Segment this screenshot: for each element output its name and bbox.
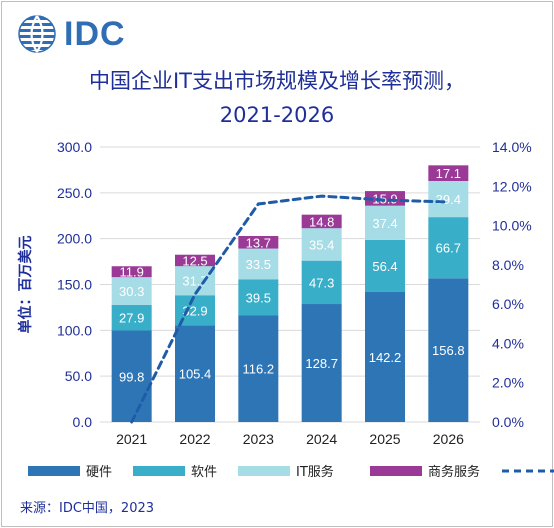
legend-swatch-it_services xyxy=(238,466,290,476)
bar-business_services xyxy=(111,266,152,278)
legend-swatch-business_services xyxy=(370,466,422,476)
y-tick-label: 0.0 xyxy=(73,414,93,430)
data-label-business_services: 12.5 xyxy=(182,253,207,268)
bar-business_services xyxy=(238,236,279,249)
bar-hardware xyxy=(175,325,215,422)
y2-tick-label: 0.0% xyxy=(492,414,524,430)
bar-software xyxy=(428,217,469,279)
data-label-it_services: 35.4 xyxy=(309,237,334,252)
data-label-it_services: 37.4 xyxy=(372,216,397,231)
bar-hardware xyxy=(428,278,469,422)
data-label-it_services: 39.4 xyxy=(436,192,461,207)
data-label-software: 56.4 xyxy=(372,259,397,274)
bar-it_services xyxy=(428,181,469,218)
y-tick-label: 150.0 xyxy=(57,277,92,293)
x-tick-label: 2022 xyxy=(179,431,210,447)
x-tick-label: 2021 xyxy=(116,431,147,447)
x-tick-label: 2026 xyxy=(433,431,464,447)
legend-swatch-hardware xyxy=(28,466,80,476)
y2-tick-label: 12.0% xyxy=(492,178,532,194)
growth-line xyxy=(130,194,450,424)
bar-it_services xyxy=(175,266,215,296)
legend-swatch-software xyxy=(133,466,185,476)
data-label-hardware: 116.2 xyxy=(243,362,275,377)
y2-tick-label: 6.0% xyxy=(492,296,524,312)
data-label-software: 47.3 xyxy=(309,275,334,290)
bar-it_services xyxy=(301,228,342,261)
bar-business_services xyxy=(301,214,342,229)
legend-label-business_services: 商务服务 xyxy=(428,464,480,480)
data-label-business_services: 15.9 xyxy=(372,191,397,206)
bar-business_services xyxy=(365,191,405,206)
bar-business_services xyxy=(175,254,215,267)
idc-logo: IDC xyxy=(16,14,126,54)
legend-label-it_services: IT服务 xyxy=(296,464,334,480)
data-label-software: 39.5 xyxy=(246,290,271,305)
data-label-business_services: 14.8 xyxy=(309,214,334,229)
chart-title: 中国企业IT支出市场规模及增长率预测， xyxy=(88,69,466,93)
legend-label-software: 软件 xyxy=(191,465,217,480)
y2-tick-label: 4.0% xyxy=(492,335,524,351)
bar-it_services xyxy=(238,248,279,280)
data-label-hardware: 99.8 xyxy=(119,369,144,384)
chart-subtitle: 2021-2026 xyxy=(219,103,335,127)
x-tick-label: 2024 xyxy=(306,431,337,447)
bar-software xyxy=(365,239,405,292)
data-label-hardware: 128.7 xyxy=(305,356,338,371)
y-tick-label: 50.0 xyxy=(65,368,92,384)
data-label-it_services: 30.3 xyxy=(119,284,144,299)
data-label-business_services: 17.1 xyxy=(436,166,461,181)
x-tick-label: 2023 xyxy=(243,431,274,447)
bar-business_services xyxy=(428,165,469,182)
data-label-hardware: 156.8 xyxy=(432,343,465,358)
bar-hardware xyxy=(301,304,342,422)
y-tick-label: 300.0 xyxy=(57,139,92,155)
data-label-hardware: 142.2 xyxy=(369,350,402,365)
bar-software xyxy=(301,260,342,305)
logo-text: IDC xyxy=(64,14,126,53)
data-label-business_services: 13.7 xyxy=(246,235,271,250)
y-tick-label: 100.0 xyxy=(57,322,92,338)
source-note: 来源：IDC中国，2023 xyxy=(20,501,155,516)
y2-tick-label: 8.0% xyxy=(492,257,524,273)
idc-globe-icon xyxy=(18,15,56,53)
data-label-software: 66.7 xyxy=(436,241,461,256)
bar-hardware xyxy=(238,315,279,422)
legend-label-hardware: 硬件 xyxy=(86,465,112,480)
y-tick-label: 200.0 xyxy=(57,231,92,247)
data-label-it_services: 31.7 xyxy=(182,274,207,289)
bar-hardware xyxy=(111,330,152,422)
bar-software xyxy=(111,304,152,331)
y-tick-label: 250.0 xyxy=(57,185,92,201)
x-tick-label: 2025 xyxy=(369,431,400,447)
data-label-it_services: 33.5 xyxy=(246,257,271,272)
y2-tick-label: 2.0% xyxy=(492,375,524,391)
data-label-software: 27.9 xyxy=(119,311,144,326)
data-label-hardware: 105.4 xyxy=(179,367,212,382)
y-axis-label: 单位：百万美元 xyxy=(17,236,34,334)
bar-it_services xyxy=(365,205,405,240)
bar-software xyxy=(238,279,279,316)
y2-tick-label: 14.0% xyxy=(492,139,532,155)
y2-tick-label: 10.0% xyxy=(492,218,532,234)
data-label-business_services: 11.9 xyxy=(119,265,143,280)
bar-hardware xyxy=(365,291,405,422)
bar-it_services xyxy=(111,277,152,305)
